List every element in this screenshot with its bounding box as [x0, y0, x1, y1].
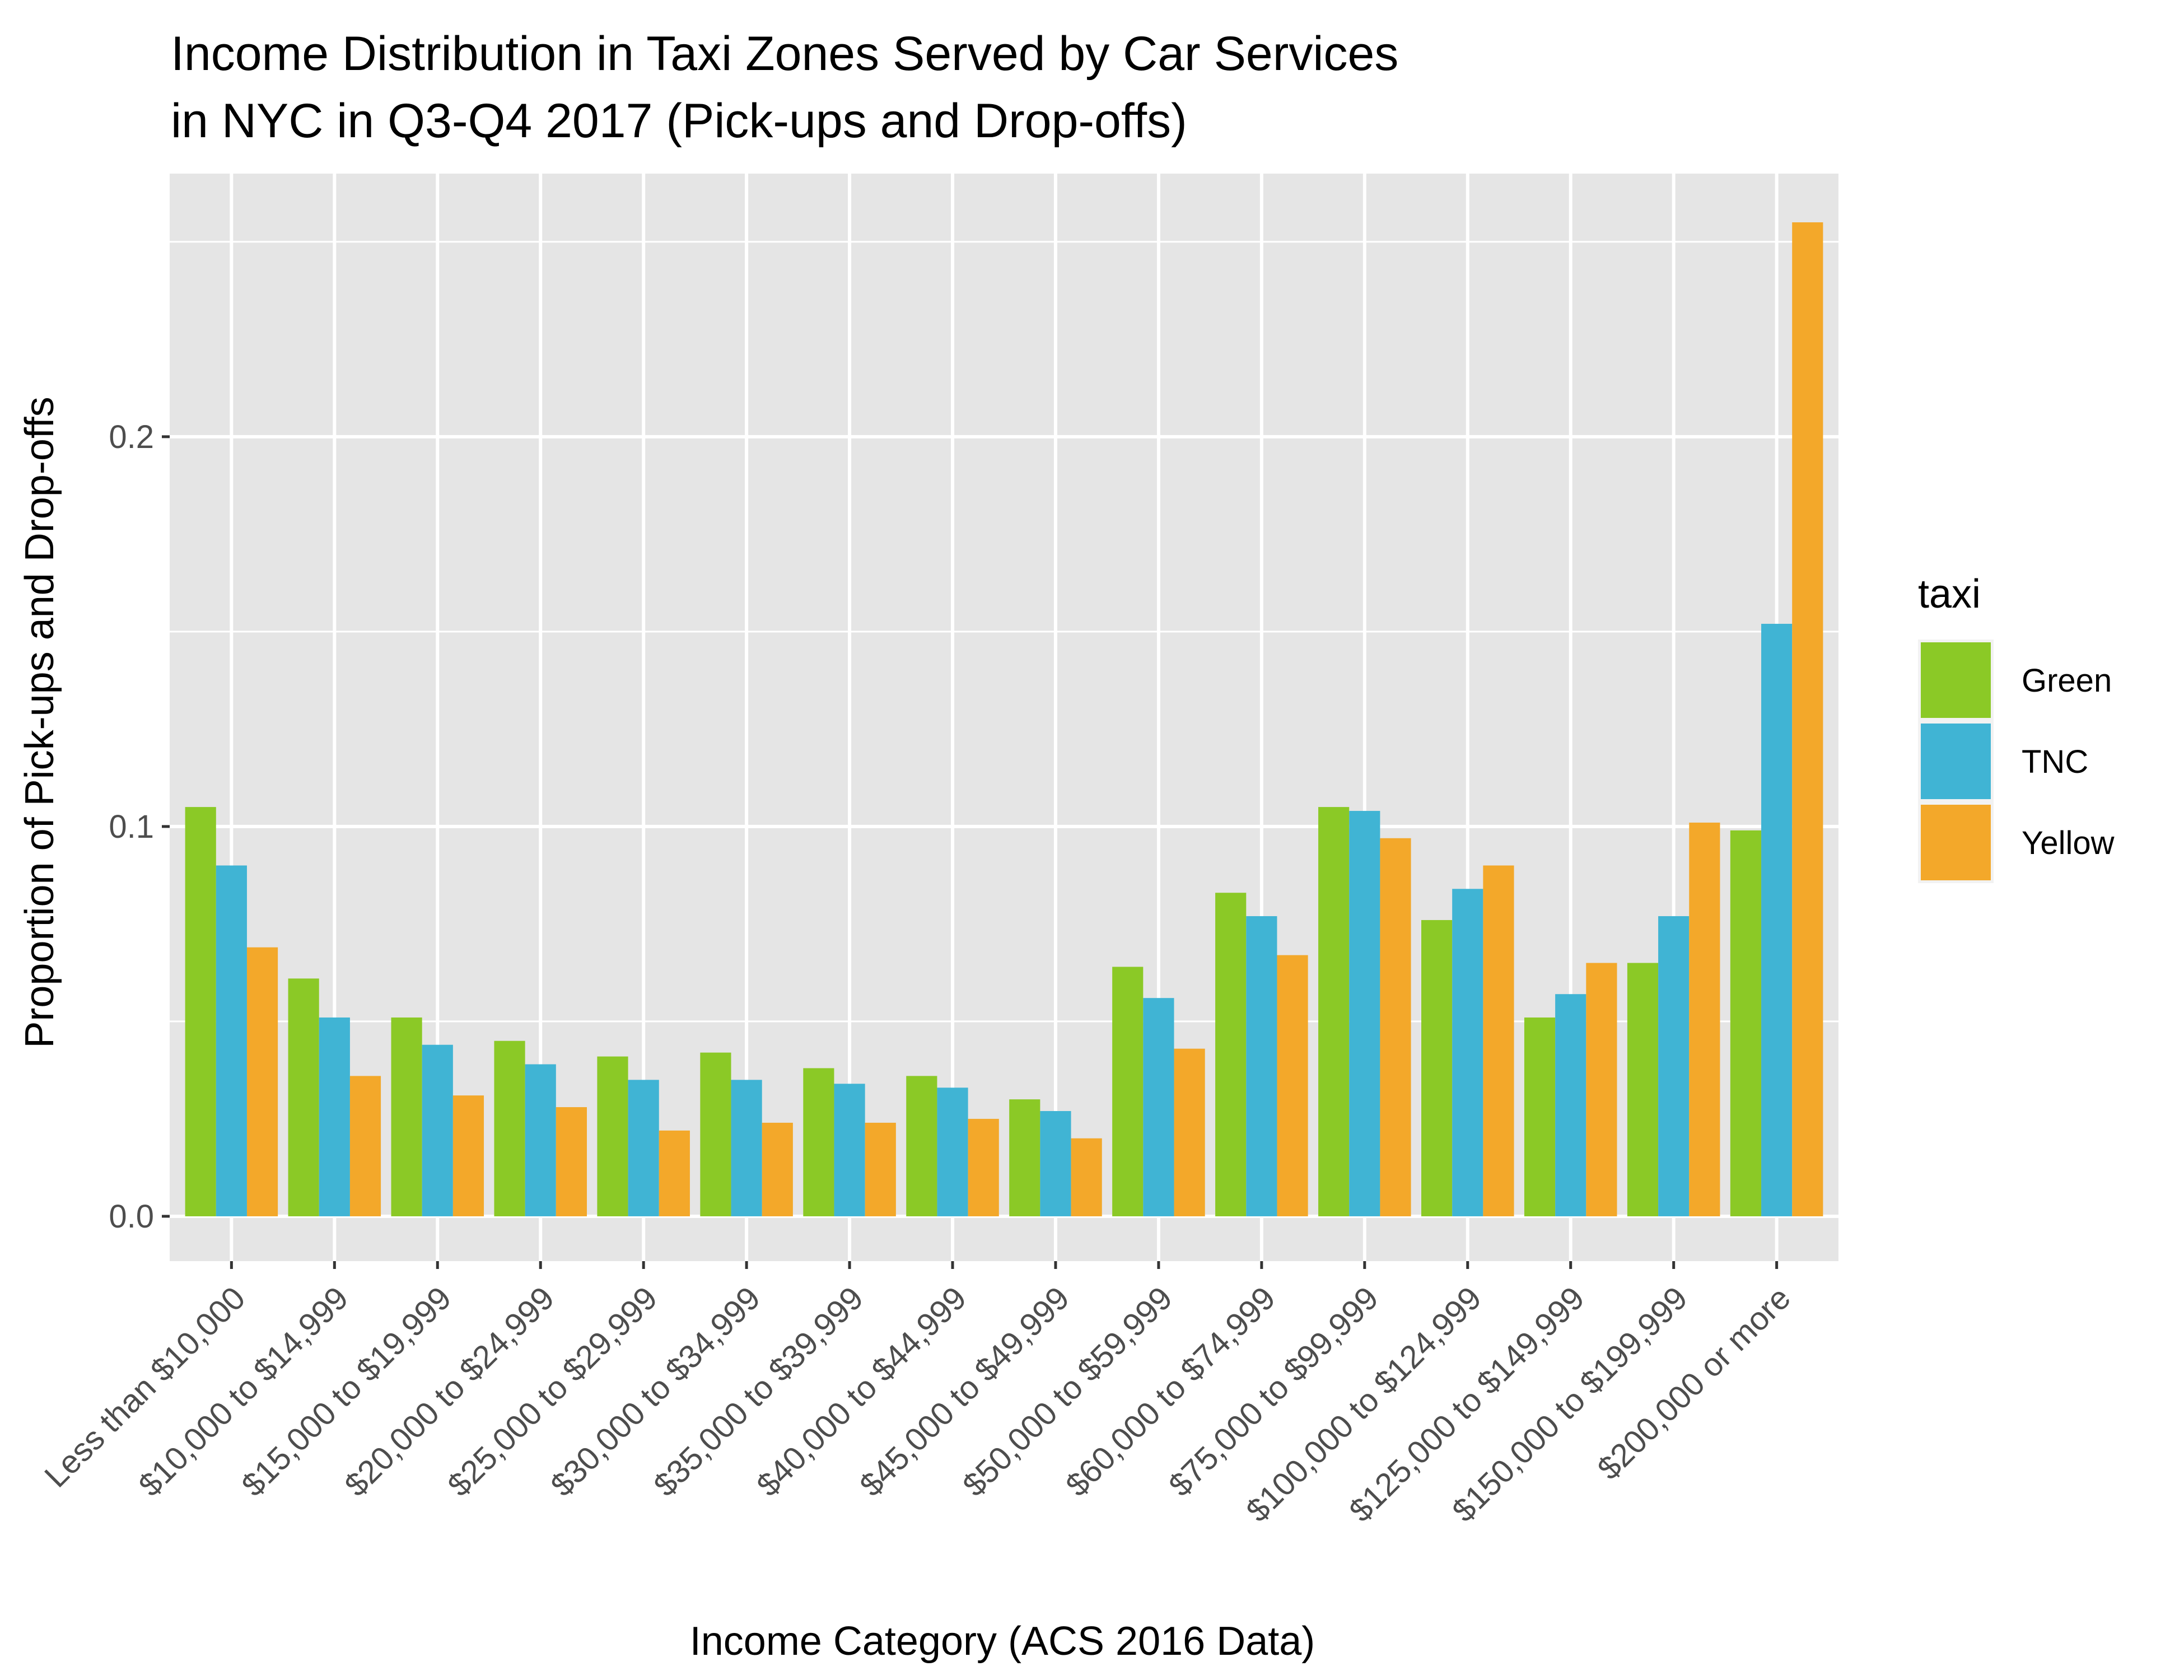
bar-yellow — [1277, 955, 1308, 1216]
y-axis-title: Proportion of Pick-ups and Drop-offs — [17, 396, 62, 1048]
legend-label-yellow: Yellow — [2022, 825, 2115, 861]
legend-key-tnc — [1921, 724, 1991, 799]
legend-label-tnc: TNC — [2022, 744, 2088, 780]
bar-yellow — [865, 1122, 896, 1216]
y-tick-label: 0.0 — [109, 1198, 154, 1235]
legend-label-green: Green — [2022, 662, 2112, 699]
y-tick-label: 0.1 — [109, 809, 154, 845]
bar-green — [700, 1052, 731, 1216]
bar-yellow — [968, 1118, 999, 1216]
bar-tnc — [628, 1080, 659, 1216]
chart-title-line-2: in NYC in Q3-Q4 2017 (Pick-ups and Drop-… — [171, 94, 1187, 148]
bar-tnc — [1143, 998, 1174, 1216]
bar-tnc — [731, 1080, 762, 1216]
bar-tnc — [1658, 916, 1690, 1216]
bar-yellow — [452, 1095, 484, 1216]
bar-green — [1112, 967, 1144, 1216]
series-tnc — [216, 623, 1793, 1216]
series-yellow — [246, 222, 1823, 1216]
bar-green — [288, 978, 319, 1216]
bar-green — [803, 1068, 834, 1216]
legend-key-green — [1921, 642, 1991, 718]
bar-green — [1730, 830, 1762, 1216]
x-axis: Less than $10,000$10,000 to $14,999$15,0… — [38, 1261, 1798, 1529]
series-green — [185, 807, 1762, 1216]
bar-green — [185, 807, 216, 1216]
bar-green — [391, 1017, 422, 1216]
bar-yellow — [1380, 838, 1411, 1216]
bar-yellow — [659, 1130, 690, 1216]
bar-green — [1215, 893, 1247, 1216]
bar-tnc — [422, 1044, 453, 1216]
bar-green — [1009, 1099, 1040, 1216]
y-tick-label: 0.2 — [109, 419, 154, 455]
bar-tnc — [319, 1017, 350, 1216]
chart-title: Income Distribution in Taxi Zones Served… — [171, 27, 1412, 148]
chart-title-line-1: Income Distribution in Taxi Zones Served… — [171, 27, 1398, 81]
legend-key-yellow — [1921, 805, 1991, 880]
bar-yellow — [1792, 222, 1823, 1216]
x-tick-label: $200,000 or more — [1590, 1280, 1798, 1487]
bar-green — [494, 1040, 525, 1216]
y-axis: 0.0 0.1 0.2 — [109, 419, 170, 1235]
bar-tnc — [1452, 889, 1483, 1216]
bar-yellow — [1689, 822, 1720, 1216]
x-axis-title: Income Category (ACS 2016 Data) — [690, 1619, 1315, 1664]
bar-yellow — [1586, 963, 1617, 1216]
bar-yellow — [246, 947, 278, 1216]
bars — [185, 222, 1823, 1216]
bar-yellow — [762, 1122, 793, 1216]
bar-tnc — [834, 1084, 865, 1216]
bar-green — [1421, 920, 1453, 1216]
bar-yellow — [556, 1107, 587, 1216]
bar-yellow — [349, 1076, 381, 1216]
x-tick-label: Less than $10,000 — [38, 1280, 252, 1494]
bar-tnc — [525, 1064, 556, 1216]
legend: taxi Green TNC Yellow — [1918, 572, 2115, 883]
bar-tnc — [1349, 811, 1380, 1216]
bar-tnc — [1040, 1111, 1071, 1216]
bar-tnc — [1761, 623, 1793, 1216]
bar-tnc — [1555, 994, 1586, 1216]
bar-tnc — [1246, 916, 1277, 1216]
bar-yellow — [1174, 1048, 1205, 1216]
bar-green — [1524, 1017, 1556, 1216]
bar-yellow — [1071, 1138, 1102, 1216]
bar-tnc — [937, 1088, 968, 1216]
bar-green — [1318, 807, 1350, 1216]
bar-green — [906, 1076, 937, 1216]
bar-green — [1627, 963, 1659, 1216]
bar-green — [597, 1056, 628, 1216]
legend-title: taxi — [1918, 572, 1981, 617]
bar-yellow — [1483, 865, 1514, 1216]
bar-tnc — [216, 865, 247, 1216]
